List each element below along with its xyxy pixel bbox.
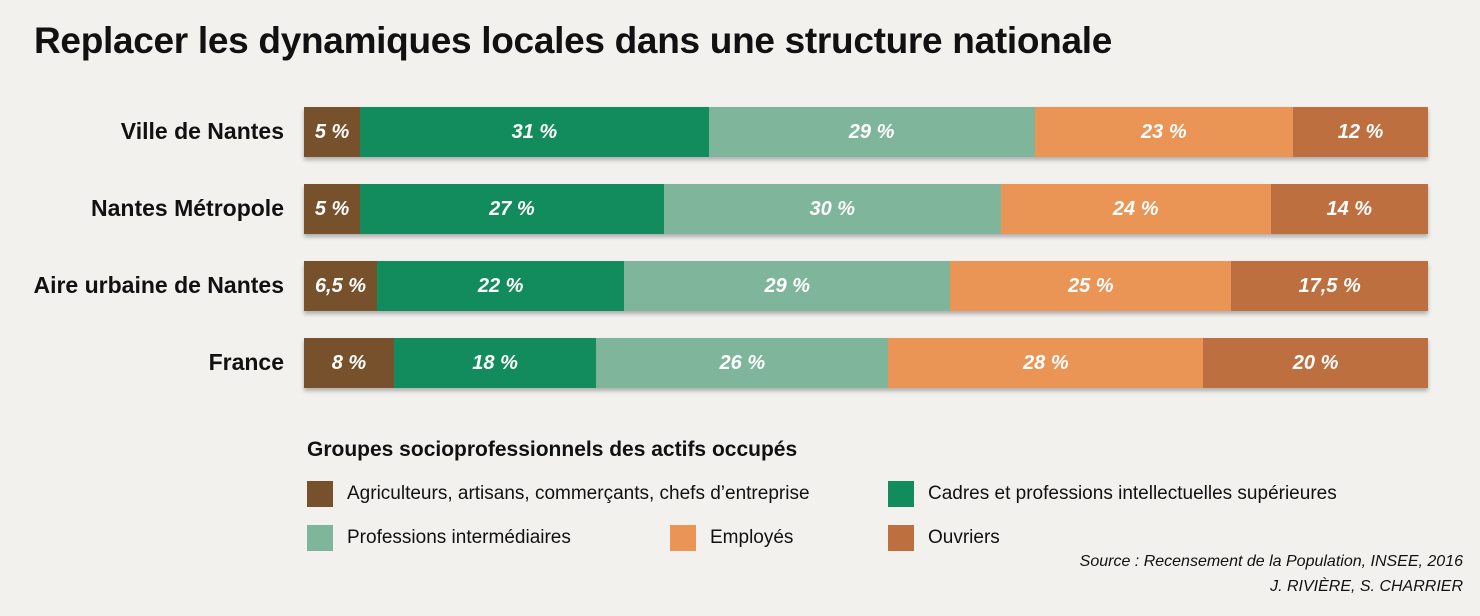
- stacked-bar: 5 % 27 % 30 % 24 % 14 %: [304, 184, 1428, 234]
- legend-swatch: [307, 481, 333, 507]
- bar-segment: 22 %: [377, 261, 625, 311]
- legend-swatch: [670, 525, 696, 551]
- bar-segment: 24 %: [1000, 184, 1271, 234]
- legend-label: Professions intermédiaires: [347, 527, 571, 548]
- legend-title: Groupes socioprofessionnels des actifs o…: [307, 438, 798, 461]
- row-label: Aire urbaine de Nantes: [33, 272, 284, 298]
- row-label: Ville de Nantes: [120, 118, 284, 144]
- bar-segment: 20 %: [1203, 338, 1428, 388]
- legend-label: Employés: [710, 527, 794, 548]
- legend-label: Cadres et professions intellectuelles su…: [928, 483, 1337, 504]
- legend-swatch: [888, 481, 914, 507]
- stacked-bar: 6,5 % 22 % 29 % 25 % 17,5 %: [304, 261, 1428, 311]
- bar-segment: 23 %: [1034, 107, 1294, 157]
- legend-item: Ouvriers: [888, 525, 1000, 551]
- legend-item: Cadres et professions intellectuelles su…: [888, 481, 1337, 507]
- row-label: France: [208, 349, 284, 375]
- legend-item: Professions intermédiaires: [307, 525, 571, 551]
- legend-item: Employés: [670, 525, 793, 551]
- bar-segment: 8 %: [304, 338, 394, 388]
- bar-segment: 28 %: [888, 338, 1204, 388]
- bar-segment: 5 %: [304, 107, 361, 157]
- bar-segment: 18 %: [393, 338, 597, 388]
- stacked-bar: 8 % 18 % 26 % 28 % 20 %: [304, 338, 1428, 388]
- legend-item: Agriculteurs, artisans, commerçants, che…: [307, 481, 810, 507]
- legend-label: Agriculteurs, artisans, commerçants, che…: [347, 483, 810, 504]
- legend-label: Ouvriers: [928, 527, 1000, 548]
- bar-segment: 17,5 %: [1231, 261, 1428, 311]
- source-note: Source : Recensement de la Population, I…: [1079, 553, 1463, 570]
- bar-segment: 31 %: [360, 107, 709, 157]
- bar-segment: 29 %: [624, 261, 951, 311]
- bar-segment: 5 %: [304, 184, 361, 234]
- bar-segment: 30 %: [663, 184, 1001, 234]
- authors-note: J. RIVIÈRE, S. CHARRIER: [1270, 578, 1463, 595]
- chart-title: Replacer les dynamiques locales dans une…: [34, 20, 1112, 61]
- legend-swatch: [888, 525, 914, 551]
- bar-segment: 6,5 %: [304, 261, 378, 311]
- bar-segment: 12 %: [1293, 107, 1428, 157]
- bar-segment: 26 %: [596, 338, 889, 388]
- bar-segment: 14 %: [1270, 184, 1428, 234]
- bar-segment: 27 %: [360, 184, 664, 234]
- stacked-bar: 5 % 31 % 29 % 23 % 12 %: [304, 107, 1428, 157]
- row-label: Nantes Métropole: [91, 195, 284, 221]
- bar-segment: 29 %: [708, 107, 1035, 157]
- legend-swatch: [307, 525, 333, 551]
- bar-segment: 25 %: [950, 261, 1232, 311]
